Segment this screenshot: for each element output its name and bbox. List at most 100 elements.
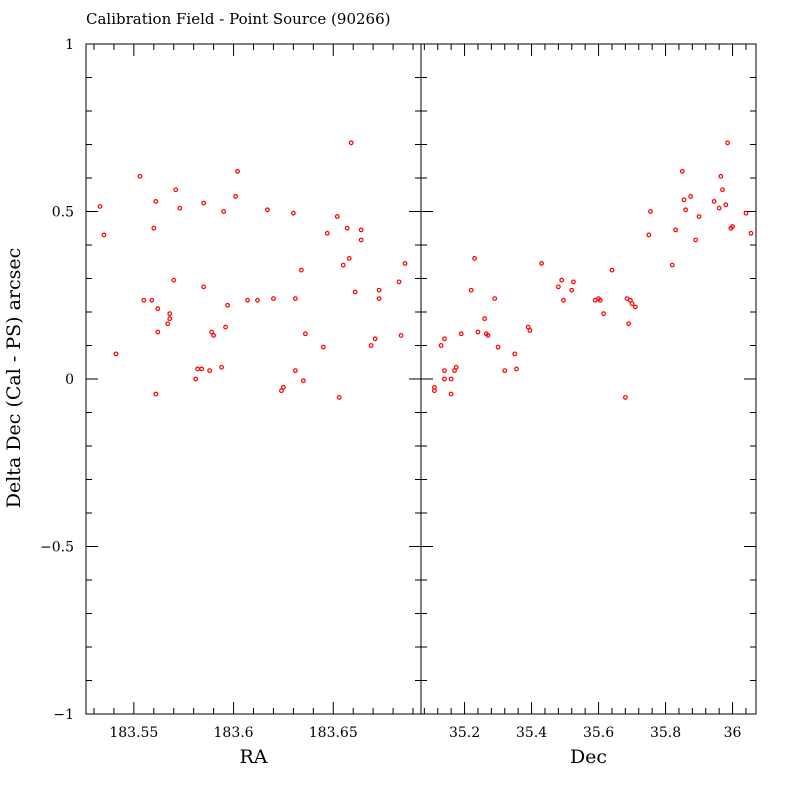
y-tick-label: −0.5	[40, 540, 74, 556]
left-data-point	[281, 384, 286, 390]
right-data-point	[696, 214, 702, 219]
right-data-point	[560, 297, 566, 303]
right-data-point	[683, 207, 689, 213]
left-data-point	[223, 324, 228, 330]
right-data-point	[681, 197, 687, 203]
right-data-point	[743, 210, 749, 216]
right-data-point	[748, 230, 754, 236]
right-data-point	[512, 351, 518, 357]
left-data-point	[149, 297, 155, 303]
right-data-point	[601, 311, 606, 317]
right-data-point	[438, 343, 444, 348]
left-x-tick-label: 183.55	[109, 725, 158, 741]
left-data-point	[97, 204, 103, 209]
left-data-point	[255, 297, 260, 303]
right-data-point	[646, 232, 652, 238]
left-data-point	[165, 321, 171, 327]
left-data-point	[358, 227, 364, 233]
right-data-point	[492, 296, 498, 302]
left-data-point	[233, 194, 238, 199]
left-data-point	[336, 395, 342, 400]
right-data-point	[718, 173, 724, 179]
right-data-point	[571, 279, 576, 285]
left-data-point	[113, 351, 119, 357]
left-data-point	[141, 297, 147, 303]
left-data-point	[300, 378, 306, 384]
right-data-point	[472, 256, 478, 261]
right-x-tick-label: 35.2	[449, 725, 480, 741]
left-data-point	[209, 329, 215, 335]
left-data-point	[193, 376, 199, 382]
left-data-point	[265, 207, 270, 213]
left-data-point	[302, 331, 308, 337]
left-data-point	[171, 277, 177, 283]
right-data-point	[514, 366, 519, 372]
left-data-point	[320, 344, 326, 350]
right-data-point	[626, 321, 632, 327]
left-panel-ra: 183.55 183.6 183.65 −1 −0.5 0 0.5 1 RA	[40, 37, 422, 768]
right-data-point	[482, 316, 488, 322]
left-data-point	[346, 256, 352, 261]
left-data-point	[344, 225, 350, 231]
left-data-point	[173, 187, 179, 193]
y-axis-label: Delta Dec (Cal - PS) arcsec	[3, 248, 25, 509]
left-data-point	[334, 214, 340, 219]
right-data-point	[711, 199, 717, 204]
right-data-point	[485, 333, 491, 338]
left-data-point	[358, 237, 364, 243]
right-data-point	[633, 304, 638, 310]
right-data-point	[723, 202, 729, 208]
left-data-point	[221, 209, 226, 214]
right-data-point	[725, 140, 730, 146]
left-data-point	[151, 225, 157, 231]
left-data-point	[396, 279, 402, 285]
right-data-point	[527, 328, 533, 333]
right-data-point	[669, 262, 675, 268]
left-data-point	[245, 297, 250, 303]
right-data-point	[648, 209, 653, 214]
left-data-point	[219, 364, 224, 370]
right-x-tick-label: 36	[724, 725, 742, 741]
left-data-point	[101, 232, 107, 238]
left-data-point	[155, 329, 161, 335]
left-data-point	[167, 316, 173, 322]
right-data-point	[688, 194, 694, 199]
right-data-point	[442, 376, 447, 382]
left-x-axis-label: RA	[239, 746, 267, 768]
right-data-point	[716, 205, 722, 211]
right-data-point	[559, 277, 565, 283]
right-data-point	[555, 284, 561, 290]
y-tick-label: 0.5	[52, 205, 74, 221]
left-data-point	[201, 284, 207, 290]
left-data-point	[207, 368, 213, 374]
left-data-point	[340, 262, 346, 268]
left-data-point	[199, 366, 205, 372]
chart-title: Calibration Field - Point Source (90266)	[86, 10, 390, 28]
left-data-point	[137, 173, 143, 179]
right-data-point	[495, 344, 501, 350]
left-data-point	[155, 306, 161, 312]
right-x-tick-label: 35.8	[650, 725, 681, 741]
right-data-point	[453, 364, 459, 370]
right-data-point	[475, 329, 481, 335]
left-data-point	[372, 336, 378, 342]
left-data-point	[279, 388, 284, 394]
y-tick-label: 0	[65, 372, 74, 388]
right-data-point	[442, 368, 447, 374]
left-data-point	[292, 368, 298, 374]
left-plot-frame	[85, 43, 422, 715]
left-x-tick-label: 183.6	[214, 725, 254, 741]
left-data-point	[352, 289, 358, 295]
right-data-point	[539, 261, 544, 266]
left-data-point	[324, 230, 330, 236]
y-tick-label: 1	[65, 37, 74, 53]
left-data-point	[177, 205, 183, 211]
right-data-point	[673, 227, 678, 233]
right-data-point	[622, 395, 628, 400]
left-x-tick-label: 183.65	[309, 725, 358, 741]
right-plot-frame	[420, 43, 757, 715]
y-tick-label: −1	[53, 707, 74, 723]
right-data-point	[502, 368, 508, 374]
right-data-point	[679, 168, 685, 174]
